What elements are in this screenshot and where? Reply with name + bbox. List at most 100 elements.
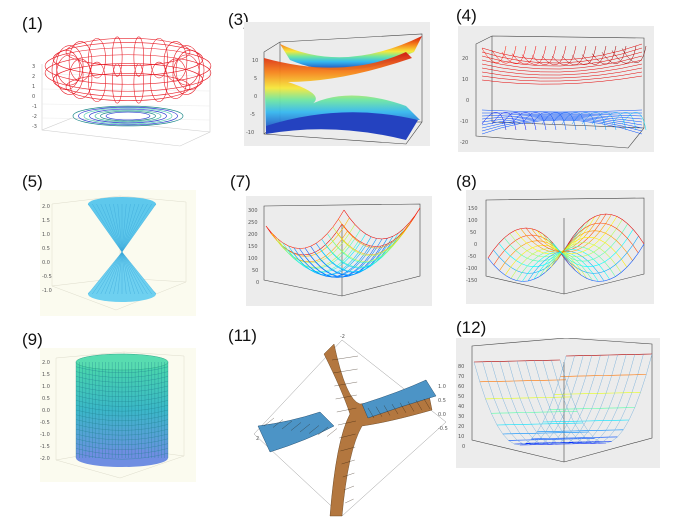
mesh-line xyxy=(333,368,358,374)
lower-wire xyxy=(481,109,643,113)
upper-wire xyxy=(591,45,617,65)
cone-line xyxy=(121,203,131,253)
cone-line xyxy=(96,203,123,253)
saddle-line xyxy=(556,230,633,261)
mesh-line xyxy=(272,419,284,428)
plot-panel-11: -2 2 1.0 0.5 0.0 -0.5 xyxy=(250,330,450,520)
cone-line xyxy=(117,251,123,295)
p3-z-tick: -10 xyxy=(246,130,254,136)
trough-line xyxy=(516,354,610,445)
cylinder-hline xyxy=(75,409,169,417)
lower-wire xyxy=(621,112,647,131)
paraboloid-line xyxy=(325,228,404,268)
p7-z-tick: 0 xyxy=(256,280,259,286)
p8-z-tick: 100 xyxy=(468,218,478,224)
svg-text:1.5: 1.5 xyxy=(42,218,50,224)
mesh-line xyxy=(345,498,354,504)
p3-z-tick: -5 xyxy=(250,112,255,118)
mesh-line xyxy=(326,428,338,437)
torus-wire xyxy=(44,36,212,104)
cone-line xyxy=(121,251,131,295)
p12-z-tick: 10 xyxy=(458,434,464,440)
cylinder-hline xyxy=(75,438,169,445)
p12-z-tick: 50 xyxy=(458,394,464,400)
contour-ring xyxy=(72,105,184,127)
paraboloid-line xyxy=(265,209,345,249)
torus-ring xyxy=(44,47,212,85)
svg-text:2.0: 2.0 xyxy=(42,204,50,210)
paraboloid-line xyxy=(320,232,399,272)
mesh-line xyxy=(339,433,356,439)
cylinder-grid xyxy=(75,362,169,460)
torus-meridian xyxy=(112,63,123,104)
trough-line xyxy=(491,355,584,445)
p8-z-tick: -50 xyxy=(468,254,476,260)
p8-z-tick: -150 xyxy=(466,278,477,284)
svg-text:-0.5: -0.5 xyxy=(438,426,448,432)
lower-wire xyxy=(481,112,507,131)
mesh-line xyxy=(317,426,329,436)
plot-panel-9: 2.0 1.5 1.0 0.5 0.0 -0.5 -1.0 -1.5 -2.0 xyxy=(40,348,196,482)
cone-line xyxy=(121,203,152,253)
double-cone-plot: 2.0 1.5 1.0 0.5 0.0 -0.5 -1.0 xyxy=(42,195,187,311)
lower-wire xyxy=(481,114,643,120)
plot-panel-12: 80 70 60 50 40 30 20 10 0 xyxy=(456,338,660,468)
saddle-line xyxy=(552,229,634,267)
saddle-wire xyxy=(487,213,645,282)
mesh-line xyxy=(375,406,383,417)
cone-line xyxy=(121,251,144,295)
cylinder-hline xyxy=(75,419,169,426)
contour-ring xyxy=(89,108,167,124)
p9-z-tick: -1.0 xyxy=(40,432,50,438)
p12-z-tick: 80 xyxy=(458,364,464,370)
mesh-line xyxy=(342,472,355,478)
upper-wire xyxy=(481,47,643,64)
upper-wire xyxy=(481,71,643,82)
svg-text:1.0: 1.0 xyxy=(42,232,50,238)
lower-wire xyxy=(591,112,617,131)
saddle-line xyxy=(531,214,612,253)
p7-z-tick: 100 xyxy=(248,256,258,262)
svg-text:0.5: 0.5 xyxy=(42,246,50,252)
trough-line xyxy=(473,355,567,446)
lower-wire xyxy=(481,115,643,123)
trough-wire xyxy=(473,353,653,446)
cone-line xyxy=(121,251,135,295)
panel-label-8: (8) xyxy=(456,172,477,191)
lower-wire xyxy=(481,119,643,135)
p9-z-tick: 0.5 xyxy=(42,396,50,402)
lower-wire xyxy=(481,117,643,129)
contour-ring xyxy=(105,111,151,121)
upper-wire xyxy=(571,45,597,65)
cone-line xyxy=(121,203,148,253)
cylinder-plot: 2.0 1.5 1.0 0.5 0.0 -0.5 -1.0 -1.5 -2.0 xyxy=(40,351,185,479)
trough-line xyxy=(508,355,601,445)
saddle-line xyxy=(547,223,628,262)
mesh-line xyxy=(423,398,431,409)
mesh-line xyxy=(281,420,293,430)
trough-line xyxy=(482,355,575,446)
p7-z-tick: 200 xyxy=(248,232,258,238)
panel-label-1: (1) xyxy=(22,14,43,33)
svg-text:2: 2 xyxy=(256,436,259,442)
mesh-line xyxy=(340,446,356,452)
p9-z-tick: 1.5 xyxy=(42,372,50,378)
hyperboloid-surface-plot: 10 5 0 -5 -10 xyxy=(246,33,423,145)
paraboloid-line xyxy=(282,229,361,269)
upper-wire xyxy=(601,45,627,64)
mesh-line xyxy=(391,404,399,415)
mesh-line xyxy=(308,425,320,434)
p9-z-tick: -0.5 xyxy=(40,420,50,426)
torus-meridian xyxy=(150,38,168,79)
trough-line xyxy=(542,354,635,444)
cylinder-hline xyxy=(75,376,169,383)
cylinder-hline xyxy=(75,433,169,441)
paraboloid-line xyxy=(341,207,421,247)
torus-meridian xyxy=(88,61,106,102)
upper-wire xyxy=(541,45,567,66)
torus-ring xyxy=(52,42,204,76)
upper-wire xyxy=(481,55,643,70)
cone-line xyxy=(121,203,127,253)
saddle-line xyxy=(493,235,574,274)
cone-line xyxy=(92,251,123,295)
